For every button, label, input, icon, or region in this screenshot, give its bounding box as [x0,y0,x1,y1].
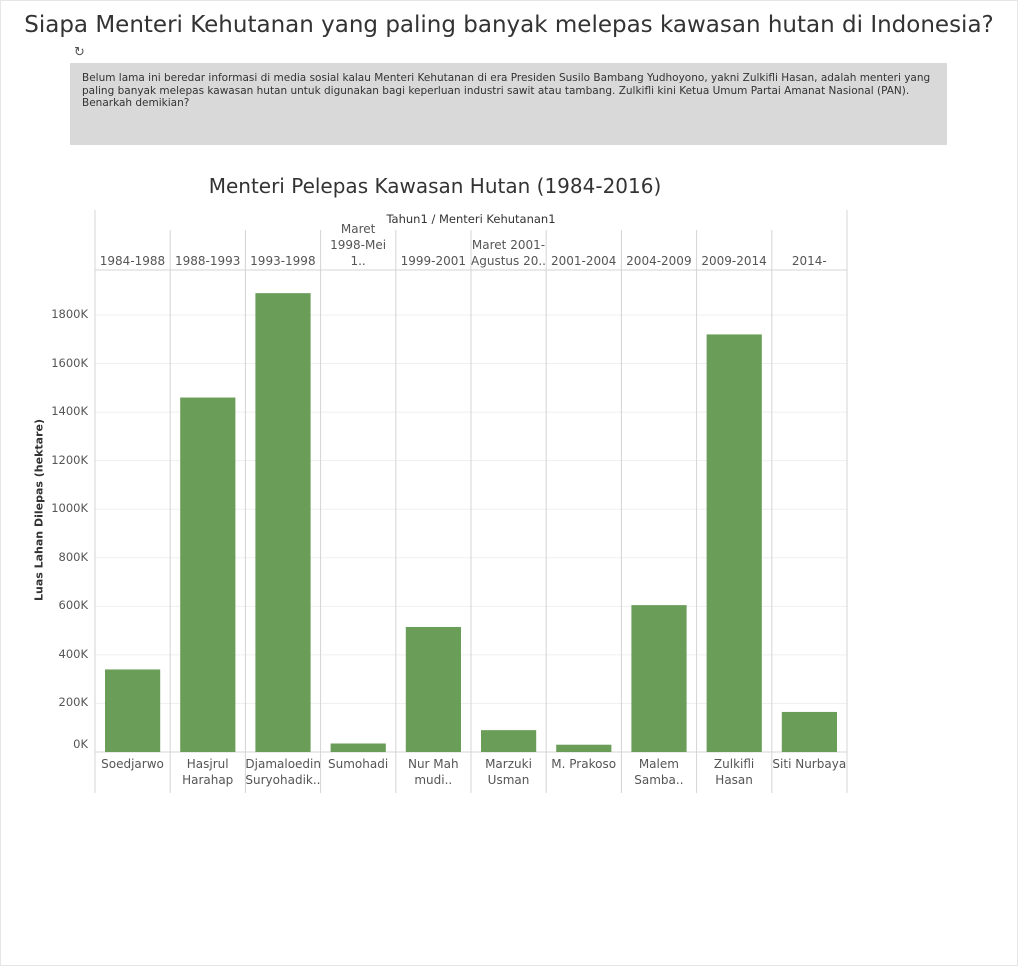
period-header-text: 2001-2004 [550,254,617,268]
period-header-text: 2014- [791,254,827,268]
bar-5[interactable] [481,730,537,752]
refresh-icon[interactable]: ↻ [74,45,85,60]
y-tick-label: 400K [58,646,89,661]
period-header: 2001-2004 [546,236,621,270]
y-tick-label: 1800K [51,307,88,321]
y-tick-label: 1400K [51,404,88,419]
period-header-text: 1984-1988 [99,254,166,268]
minister-label: Zulkifli Hasan [713,757,755,787]
description-box: Belum lama ini beredar informasi di medi… [70,63,947,145]
minister-label: Malem Samba.. [634,757,684,787]
period-header: 2004-2009 [621,236,696,270]
bar-7[interactable] [631,605,687,752]
bar-6[interactable] [556,744,612,752]
minister-label: Soedjarwo [101,757,164,771]
period-header-text: 1993-1998 [250,254,316,268]
bar-0[interactable] [105,669,161,752]
period-header-text: Maret 1998-Mei 1.. [330,222,387,268]
y-tick-label: 1000K [51,501,88,516]
y-tick-label: 200K [58,695,89,710]
y-tick-label: 1600K [51,355,88,370]
period-header: Maret 1998-Mei 1.. [321,222,396,270]
y-tick-label: 800K [58,549,89,564]
bar-1[interactable] [180,397,236,752]
period-header-text: Maret 2001- Agustus 20.. [471,238,546,268]
minister-label: Marzuki Usman [485,757,532,787]
period-header-text: 2004-2009 [626,254,692,268]
period-header: 1999-2001 [396,236,471,270]
description-text: Belum lama ini beredar informasi di medi… [82,72,931,109]
minister-label: Nur Mah mudi.. [407,757,459,787]
period-header-text: 1988-1993 [174,254,241,268]
bar-2[interactable] [255,293,311,752]
y-tick-label: 600K [58,598,89,613]
minister-label: M. Prakoso [551,757,617,771]
bar-9[interactable] [781,711,837,752]
minister-label: Sumohadi [328,757,389,771]
chart-title: Menteri Pelepas Kawasan Hutan (1984-2016… [208,174,662,198]
minister-label: Djamaloedin Suryohadik.. [245,757,321,787]
period-header: 2009-2014 [697,236,772,270]
minister-label: Siti Nurbaya [772,757,847,771]
bar-3[interactable] [330,743,386,752]
minister-label: Hasjrul Harahap [182,757,234,787]
period-header: 1988-1993 [170,236,245,270]
period-header-text: 1999-2001 [400,254,466,268]
period-header: Maret 2001- Agustus 20.. [471,236,546,270]
period-header-text: 2009-2014 [701,254,767,268]
period-header: 2014- [772,236,847,270]
column-header-title: Tahun1 / Menteri Kehutanan1 [386,212,556,226]
bar-4[interactable] [405,626,461,752]
period-header: 1993-1998 [245,236,320,270]
y-tick-label: 0K [73,737,88,751]
bar-8[interactable] [706,334,762,752]
page-title: Siapa Menteri Kehutanan yang paling bany… [24,12,994,38]
y-tick-label: 1200K [51,452,88,467]
period-header: 1984-1988 [95,236,170,270]
